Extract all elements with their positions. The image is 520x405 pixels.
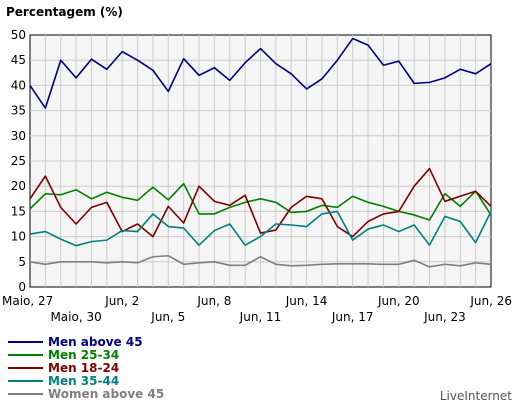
legend-label: Men 25-34: [48, 348, 119, 362]
legend-label: Women above 45: [48, 387, 164, 401]
gridlines: [30, 35, 491, 287]
y-tick-label: 20: [11, 179, 26, 193]
y-tick-label: 50: [11, 28, 26, 42]
x-tick-label: Maio, 30: [50, 310, 101, 324]
x-tick-label: Jun, 2: [104, 294, 139, 308]
x-tick-label: Jun, 5: [150, 310, 185, 324]
x-tick-label: Jun, 11: [239, 310, 282, 324]
series-line-men-above-45: [29, 37, 492, 109]
y-tick-label: 40: [11, 78, 26, 92]
y-tick-label: 35: [11, 104, 26, 118]
x-tick-label: Jun, 14: [285, 294, 328, 308]
y-axis: 0 5 10 15 20 25 30 35 40 45 50: [11, 28, 26, 294]
legend-label: Men 18-24: [48, 361, 119, 375]
chart-title: Percentagem (%): [6, 5, 123, 19]
x-tick-label: Jun, 26: [469, 294, 512, 308]
series-lines: [29, 37, 492, 268]
y-tick-label: 25: [11, 154, 26, 168]
legend-label: Men 35-44: [48, 374, 119, 388]
y-tick-label: 5: [18, 255, 26, 269]
x-tick-label: Maio, 27: [2, 294, 53, 308]
x-tick-label: Jun, 20: [377, 294, 420, 308]
y-tick-label: 15: [11, 204, 26, 218]
series-line-women-above-45: [29, 254, 492, 268]
series-line-men-18-24: [29, 167, 492, 238]
series-line-men-25-34: [29, 182, 492, 221]
y-tick-label: 30: [11, 129, 26, 143]
y-tick-label: 10: [11, 230, 26, 244]
x-tick-label: Jun, 23: [423, 310, 466, 324]
legend-label: Men above 45: [48, 335, 143, 349]
x-tick-label: Jun, 17: [331, 310, 374, 324]
x-tick-label: Jun, 8: [196, 294, 231, 308]
x-axis: Maio, 27 Jun, 2 Jun, 8 Jun, 14 Jun, 20 Jun, 2…: [2, 294, 512, 324]
series-line-men-35-44: [29, 210, 492, 247]
y-tick-label: 45: [11, 53, 26, 67]
y-tick-label: 0: [18, 280, 26, 294]
credit-label: LiveInternet: [440, 389, 512, 403]
